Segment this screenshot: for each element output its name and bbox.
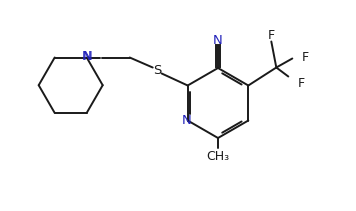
Text: F: F: [298, 77, 305, 90]
Text: CH₃: CH₃: [206, 150, 230, 164]
Text: F: F: [302, 51, 309, 64]
Text: N: N: [82, 50, 91, 63]
Text: N: N: [83, 50, 93, 63]
Text: N: N: [182, 114, 192, 127]
Text: F: F: [268, 29, 275, 42]
Text: N: N: [213, 34, 223, 46]
Text: S: S: [153, 64, 162, 77]
